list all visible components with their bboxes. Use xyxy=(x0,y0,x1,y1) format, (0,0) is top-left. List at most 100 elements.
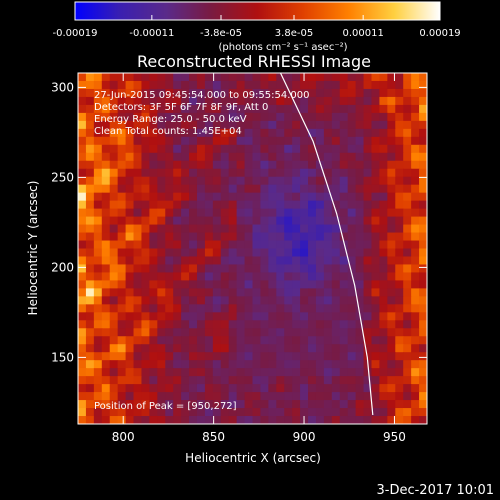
heatmap-cell xyxy=(117,312,127,321)
heatmap-cell xyxy=(196,384,206,393)
heatmap-cell xyxy=(395,288,404,297)
heatmap-cell xyxy=(403,264,412,274)
heatmap-cell xyxy=(379,368,388,377)
heatmap-cell xyxy=(268,272,277,282)
heatmap-cell xyxy=(371,296,381,305)
heatmap-cell xyxy=(181,264,190,274)
heatmap-cell xyxy=(117,176,127,186)
heatmap-cell xyxy=(252,160,262,170)
heatmap-cell xyxy=(323,416,333,424)
heatmap-cell xyxy=(292,192,301,202)
heatmap-cell xyxy=(181,192,190,202)
heatmap-cell xyxy=(403,104,412,114)
heatmap-cell xyxy=(331,384,341,393)
heatmap-cell xyxy=(85,128,95,138)
heatmap-cell xyxy=(133,256,143,266)
heatmap-cell xyxy=(109,280,119,289)
heatmap-cell xyxy=(292,288,301,297)
heatmap-cell xyxy=(133,73,143,82)
heatmap-cell xyxy=(141,400,150,409)
heatmap-cell xyxy=(411,248,420,258)
heatmap-cell xyxy=(300,304,309,313)
heatmap-cell xyxy=(315,328,325,337)
heatmap-cell xyxy=(395,96,404,106)
heatmap-cell xyxy=(196,392,206,401)
heatmap-cell xyxy=(308,336,317,345)
heatmap-cell xyxy=(212,312,222,321)
heatmap-cell xyxy=(339,336,349,345)
heatmap-cell xyxy=(173,256,182,266)
heatmap-cell xyxy=(308,360,317,369)
heatmap-cell xyxy=(101,80,111,90)
heatmap-cell xyxy=(204,240,214,250)
heatmap-cell xyxy=(101,120,111,130)
heatmap-cell xyxy=(315,168,325,178)
heatmap-cell xyxy=(78,304,87,313)
heatmap-cell xyxy=(244,120,254,130)
heatmap-cell xyxy=(141,208,150,218)
heatmap-cell xyxy=(371,248,381,258)
heatmap-cell xyxy=(165,392,174,401)
heatmap-cell xyxy=(78,416,87,424)
heatmap-cell xyxy=(260,400,269,409)
heatmap-cell xyxy=(308,88,317,98)
heatmap-cell xyxy=(165,256,174,266)
heatmap-cell xyxy=(411,144,420,154)
heatmap-cell xyxy=(141,120,150,130)
heatmap-cell xyxy=(347,360,357,369)
heatmap-cell xyxy=(411,368,420,377)
heatmap-cell xyxy=(308,376,317,385)
heatmap-cell xyxy=(101,256,111,266)
heatmap-cell xyxy=(300,88,309,98)
heatmap-cell xyxy=(78,80,87,90)
heatmap-cell xyxy=(157,248,166,258)
heatmap-cell xyxy=(371,184,381,194)
heatmap-cell xyxy=(125,376,135,385)
heatmap-cell xyxy=(323,152,333,162)
heatmap-cell xyxy=(236,104,246,114)
heatmap-cell xyxy=(228,136,238,146)
heatmap-cell xyxy=(220,416,230,424)
heatmap-cell xyxy=(347,384,357,393)
heatmap-cell xyxy=(228,320,238,329)
heatmap-cell xyxy=(125,304,135,313)
heatmap-cell xyxy=(181,136,190,146)
heatmap-cell xyxy=(196,360,206,369)
heatmap-cell xyxy=(323,320,333,329)
heatmap-cell xyxy=(133,208,143,218)
heatmap-cell xyxy=(93,264,103,274)
heatmap-cell xyxy=(308,312,317,321)
heatmap-cell xyxy=(395,296,404,305)
heatmap-cell xyxy=(141,256,150,266)
heatmap-cell xyxy=(292,296,301,305)
heatmap-cell xyxy=(395,160,404,170)
heatmap-cell xyxy=(133,304,143,313)
heatmap-cell xyxy=(315,312,325,321)
heatmap-cell xyxy=(419,320,427,329)
heatmap-cell xyxy=(157,112,166,122)
heatmap-cell xyxy=(101,360,111,369)
heatmap-cell xyxy=(308,96,317,106)
heatmap-cell xyxy=(85,376,95,385)
heatmap-cell xyxy=(165,112,174,122)
heatmap-cell xyxy=(260,80,269,90)
heatmap-cell xyxy=(173,112,182,122)
heatmap-cell xyxy=(308,240,317,250)
heatmap-cell xyxy=(403,136,412,146)
heatmap-cell xyxy=(157,320,166,329)
heatmap-cell xyxy=(204,128,214,138)
heatmap-cell xyxy=(149,160,158,170)
heatmap-cell xyxy=(133,288,143,297)
heatmap-cell xyxy=(212,96,222,106)
heatmap-cell xyxy=(78,120,87,130)
heatmap-cell xyxy=(93,152,103,162)
heatmap-cell xyxy=(93,288,103,297)
heatmap-cell xyxy=(236,160,246,170)
heatmap-cell xyxy=(228,312,238,321)
heatmap-cell xyxy=(276,216,285,226)
heatmap-cell xyxy=(395,104,404,114)
heatmap-cell xyxy=(260,120,269,130)
heatmap-cell xyxy=(212,144,222,154)
heatmap-cell xyxy=(411,320,420,329)
heatmap-cell xyxy=(157,360,166,369)
